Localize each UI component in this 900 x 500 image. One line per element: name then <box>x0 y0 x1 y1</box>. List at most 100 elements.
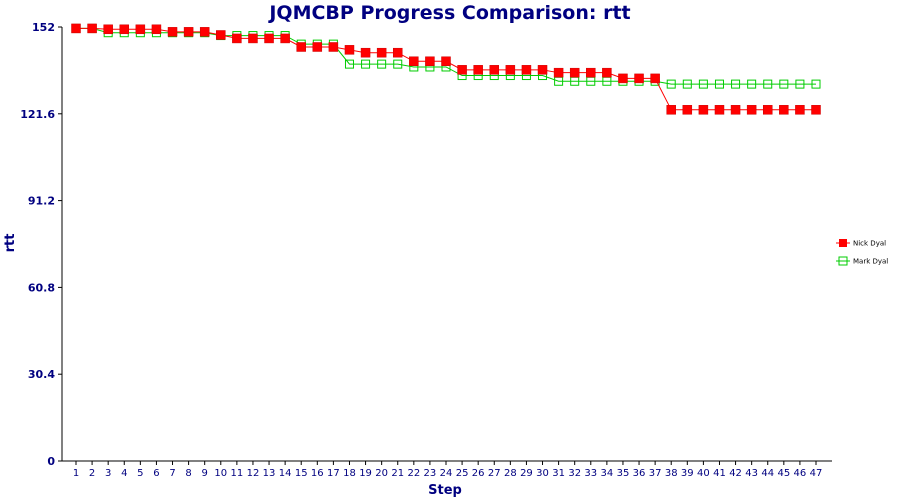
data-point <box>795 105 805 115</box>
data-point <box>779 79 789 89</box>
x-tick-label: 36 <box>633 468 646 479</box>
x-tick-label: 25 <box>456 468 469 479</box>
x-tick-label: 39 <box>681 468 694 479</box>
data-point <box>441 56 451 67</box>
data-point <box>344 45 355 55</box>
x-tick-label: 34 <box>601 468 614 479</box>
x-tick-label: 12 <box>247 468 260 479</box>
x-tick-label: 19 <box>359 468 372 479</box>
legend-item: Mark Dyal <box>836 256 888 266</box>
data-point <box>151 24 162 35</box>
data-point <box>328 42 339 52</box>
data-point <box>747 79 757 89</box>
x-tick-label: 11 <box>231 468 244 479</box>
x-tick-label: 45 <box>777 468 790 479</box>
x-tick-label: 29 <box>520 468 533 479</box>
data-point <box>264 33 274 44</box>
data-point <box>795 79 805 89</box>
x-tick-label: 6 <box>153 468 159 479</box>
legend-label: Nick Dyal <box>853 240 886 248</box>
data-point <box>682 105 693 115</box>
data-point <box>167 27 178 37</box>
data-point <box>344 59 354 69</box>
x-tick-label: 23 <box>424 468 437 479</box>
data-point <box>248 33 258 44</box>
legend-marker <box>838 256 848 266</box>
data-point <box>634 73 644 84</box>
data-point <box>360 47 371 58</box>
series-line <box>76 27 816 85</box>
data-point <box>216 30 226 40</box>
data-point <box>425 56 435 67</box>
data-point <box>392 47 403 58</box>
x-tick-label: 27 <box>488 468 501 479</box>
x-tick-label: 38 <box>665 468 678 479</box>
x-tick-label: 47 <box>810 468 823 479</box>
x-tick-label: 15 <box>295 468 308 479</box>
x-tick-label: 41 <box>713 468 726 479</box>
series-group <box>71 23 821 115</box>
data-point <box>199 27 210 37</box>
data-point <box>71 23 81 34</box>
data-point <box>505 65 516 75</box>
data-point <box>280 33 290 44</box>
data-point <box>731 79 741 89</box>
data-point <box>762 105 773 115</box>
x-tick-label: 7 <box>169 468 175 479</box>
y-tick-label: 152 <box>32 21 55 34</box>
data-point <box>296 42 306 52</box>
y-tick-label: 91.2 <box>28 195 55 208</box>
data-point <box>714 105 725 115</box>
data-point <box>393 59 403 69</box>
data-point <box>409 56 419 67</box>
x-tick-label: 24 <box>440 468 453 479</box>
x-tick-label: 43 <box>745 468 758 479</box>
data-point <box>586 67 596 78</box>
series-line <box>76 27 816 111</box>
x-tick-label: 31 <box>552 468 565 479</box>
data-point <box>473 65 483 75</box>
chart-title: JQMCBP Progress Comparison: rtt <box>267 2 630 24</box>
data-point <box>746 105 757 115</box>
x-tick-label: 46 <box>794 468 807 479</box>
data-point <box>537 65 548 75</box>
data-point <box>232 33 242 44</box>
x-tick-label: 35 <box>617 468 630 479</box>
x-tick-label: 32 <box>568 468 581 479</box>
data-point <box>730 105 741 115</box>
data-point <box>183 27 194 37</box>
data-point <box>698 105 709 115</box>
x-tick-label: 13 <box>263 468 276 479</box>
data-point <box>489 65 500 75</box>
x-tick-label: 22 <box>407 468 420 479</box>
x-tick-label: 44 <box>761 468 774 479</box>
data-point <box>650 73 660 84</box>
data-point <box>119 24 130 35</box>
x-tick-label: 14 <box>279 468 292 479</box>
x-tick-label: 28 <box>504 468 517 479</box>
data-point <box>135 24 146 35</box>
x-tick-label: 3 <box>105 468 111 479</box>
y-tick-label: 121.6 <box>20 108 55 121</box>
data-point <box>682 79 692 89</box>
series-nick-dyal <box>71 23 821 115</box>
data-point <box>811 79 821 89</box>
data-point <box>569 67 580 78</box>
legend-marker <box>839 239 847 247</box>
x-tick-label: 10 <box>214 468 227 479</box>
x-tick-label: 16 <box>311 468 324 479</box>
x-tick-label: 21 <box>391 468 404 479</box>
data-point <box>377 59 387 69</box>
legend: Nick Dyal Mark Dyal <box>836 239 888 266</box>
x-tick-label: 17 <box>327 468 340 479</box>
data-point <box>376 47 387 58</box>
x-tick-label: 33 <box>584 468 597 479</box>
x-tick-label: 9 <box>202 468 208 479</box>
legend-label: Mark Dyal <box>853 258 888 266</box>
data-point <box>714 79 724 89</box>
x-axis-title: Step <box>428 483 462 498</box>
x-tick-label: 8 <box>185 468 191 479</box>
data-point <box>361 59 371 69</box>
